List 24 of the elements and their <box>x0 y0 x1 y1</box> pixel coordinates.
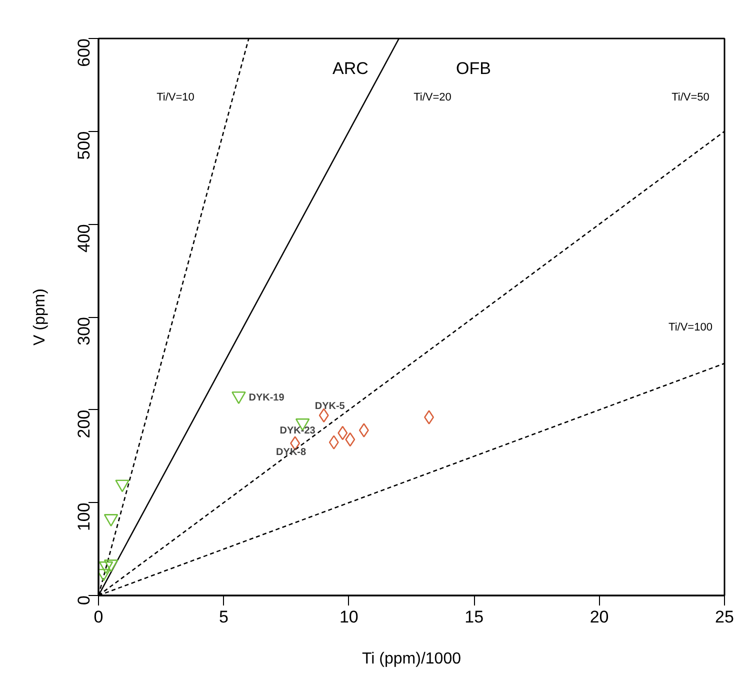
annotation: OFB <box>456 59 491 78</box>
y-tick-label: 300 <box>74 316 94 346</box>
x-tick-label: 20 <box>590 608 609 626</box>
x-tick-label: 10 <box>339 608 358 626</box>
y-tick-label: 500 <box>74 131 94 160</box>
annotation: DYK-5 <box>314 400 346 412</box>
annotation: Ti/V=10 <box>156 92 194 104</box>
annotation: Ti/V=50 <box>672 92 710 104</box>
y-tick-label: 400 <box>74 224 94 253</box>
x-tick-label: 15 <box>464 608 484 626</box>
y-tick-label: 0 <box>74 595 94 605</box>
x-tick-label: 5 <box>218 608 228 626</box>
annotation: Ti/V=100 <box>668 322 712 334</box>
annotation: ARC <box>332 59 368 78</box>
y-tick-label: 100 <box>74 502 94 532</box>
annotation: DYK-23 <box>280 425 316 436</box>
y-tick-label: 600 <box>74 38 94 67</box>
y-tick-label: 200 <box>74 410 94 438</box>
x-axis-title: Ti (ppm)/1000 <box>362 650 462 668</box>
annotation: DYK-19 <box>248 392 285 404</box>
x-tick-label: 25 <box>715 608 734 626</box>
annotation: Ti/V=20 <box>414 92 452 104</box>
annotation: DYK-8 <box>276 446 307 458</box>
y-axis-title: V (ppm) <box>32 288 48 346</box>
